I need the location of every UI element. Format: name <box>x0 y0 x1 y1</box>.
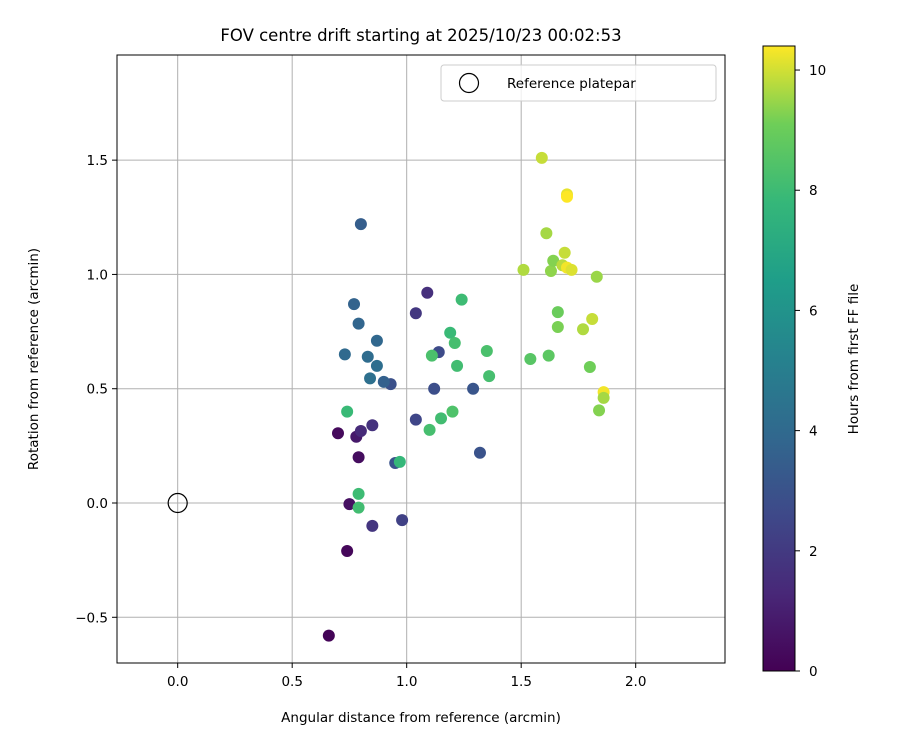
data-point <box>435 412 448 425</box>
data-point <box>370 334 383 347</box>
x-tick-label: 0.5 <box>281 674 302 690</box>
x-tick-label: 0.0 <box>167 674 188 690</box>
data-point <box>473 446 486 459</box>
data-point <box>361 350 374 363</box>
data-point <box>565 263 578 276</box>
data-point <box>428 382 441 395</box>
data-point <box>577 323 590 336</box>
y-axis-ticks: −0.5 0.0 0.5 1.0 1.5 <box>75 153 117 626</box>
data-point <box>322 629 335 642</box>
y-tick-label: −0.5 <box>75 610 108 626</box>
data-point <box>341 405 354 418</box>
colorbar-ticks: 0 2 4 6 8 10 <box>795 63 826 680</box>
y-tick-label: 1.0 <box>87 267 108 283</box>
y-tick-label: 0.0 <box>87 496 108 512</box>
data-point <box>593 404 606 417</box>
data-point <box>551 321 564 333</box>
data-point <box>544 265 557 277</box>
data-point <box>467 382 480 395</box>
x-tick-label: 1.5 <box>510 674 531 690</box>
colorbar-tick-label: 8 <box>809 183 818 199</box>
data-point <box>446 405 459 418</box>
data-point <box>409 413 422 426</box>
data-point <box>480 345 493 357</box>
colorbar-tick-label: 2 <box>809 544 818 560</box>
colorbar-tick-label: 10 <box>809 63 826 79</box>
y-tick-label: 1.5 <box>87 153 108 169</box>
data-point <box>370 359 383 372</box>
data-point <box>425 349 438 362</box>
colorbar-gradient <box>763 46 795 671</box>
data-point <box>364 372 377 385</box>
data-point <box>583 361 596 373</box>
data-point <box>560 190 573 203</box>
data-point <box>517 263 530 276</box>
data-point <box>586 313 599 325</box>
data-point <box>551 306 564 319</box>
data-point <box>597 391 610 404</box>
x-axis-ticks: 0.0 0.5 1.0 1.5 2.0 <box>167 663 646 690</box>
y-axis-label: Rotation from reference (arcmin) <box>26 248 42 470</box>
data-point <box>366 419 379 432</box>
data-point <box>423 423 436 436</box>
data-point <box>409 307 422 320</box>
chart-title: FOV centre drift starting at 2025/10/23 … <box>220 26 621 45</box>
legend-marker-icon <box>458 72 480 94</box>
data-point <box>354 218 367 231</box>
data-point <box>396 514 409 527</box>
colorbar-tick-label: 0 <box>809 664 818 680</box>
data-point <box>535 151 548 164</box>
data-point <box>444 326 457 339</box>
x-tick-label: 1.0 <box>396 674 417 690</box>
data-point <box>451 359 464 372</box>
legend: Reference platepar <box>440 64 717 102</box>
colorbar: 0 2 4 6 8 10 Hours from first FF file <box>762 45 862 680</box>
data-point <box>421 286 434 299</box>
grid-lines <box>117 55 725 663</box>
colorbar-label: Hours from first FF file <box>846 284 862 435</box>
legend-entry-reference: Reference platepar <box>507 76 636 92</box>
x-axis-label: Angular distance from reference (arcmin) <box>281 710 561 726</box>
reference-marker <box>167 492 188 514</box>
data-point <box>338 348 351 361</box>
x-tick-label: 2.0 <box>625 674 646 690</box>
data-point <box>558 246 571 259</box>
data-point <box>331 427 344 440</box>
colorbar-tick-label: 4 <box>809 424 818 440</box>
data-point <box>352 451 365 464</box>
data-point <box>352 501 365 514</box>
data-point <box>547 254 560 267</box>
data-point <box>590 270 603 283</box>
data-point <box>352 317 365 330</box>
data-point <box>542 349 555 362</box>
data-point <box>377 375 390 388</box>
data-point <box>348 298 361 311</box>
data-point <box>393 455 406 468</box>
data-point <box>524 353 537 365</box>
data-point <box>354 425 367 437</box>
legend-box <box>440 64 717 102</box>
data-points <box>322 151 610 642</box>
plot-frame <box>116 54 726 664</box>
colorbar-tick-label: 6 <box>809 303 818 319</box>
colorbar-frame <box>762 45 796 672</box>
data-point <box>483 370 496 383</box>
data-point <box>352 487 365 500</box>
reference-point <box>167 492 188 514</box>
data-point <box>366 519 379 532</box>
y-tick-label: 0.5 <box>87 382 108 398</box>
data-point <box>540 227 553 240</box>
data-point <box>341 545 354 557</box>
data-point <box>455 293 468 306</box>
data-point <box>343 498 356 511</box>
data-point <box>448 337 461 349</box>
